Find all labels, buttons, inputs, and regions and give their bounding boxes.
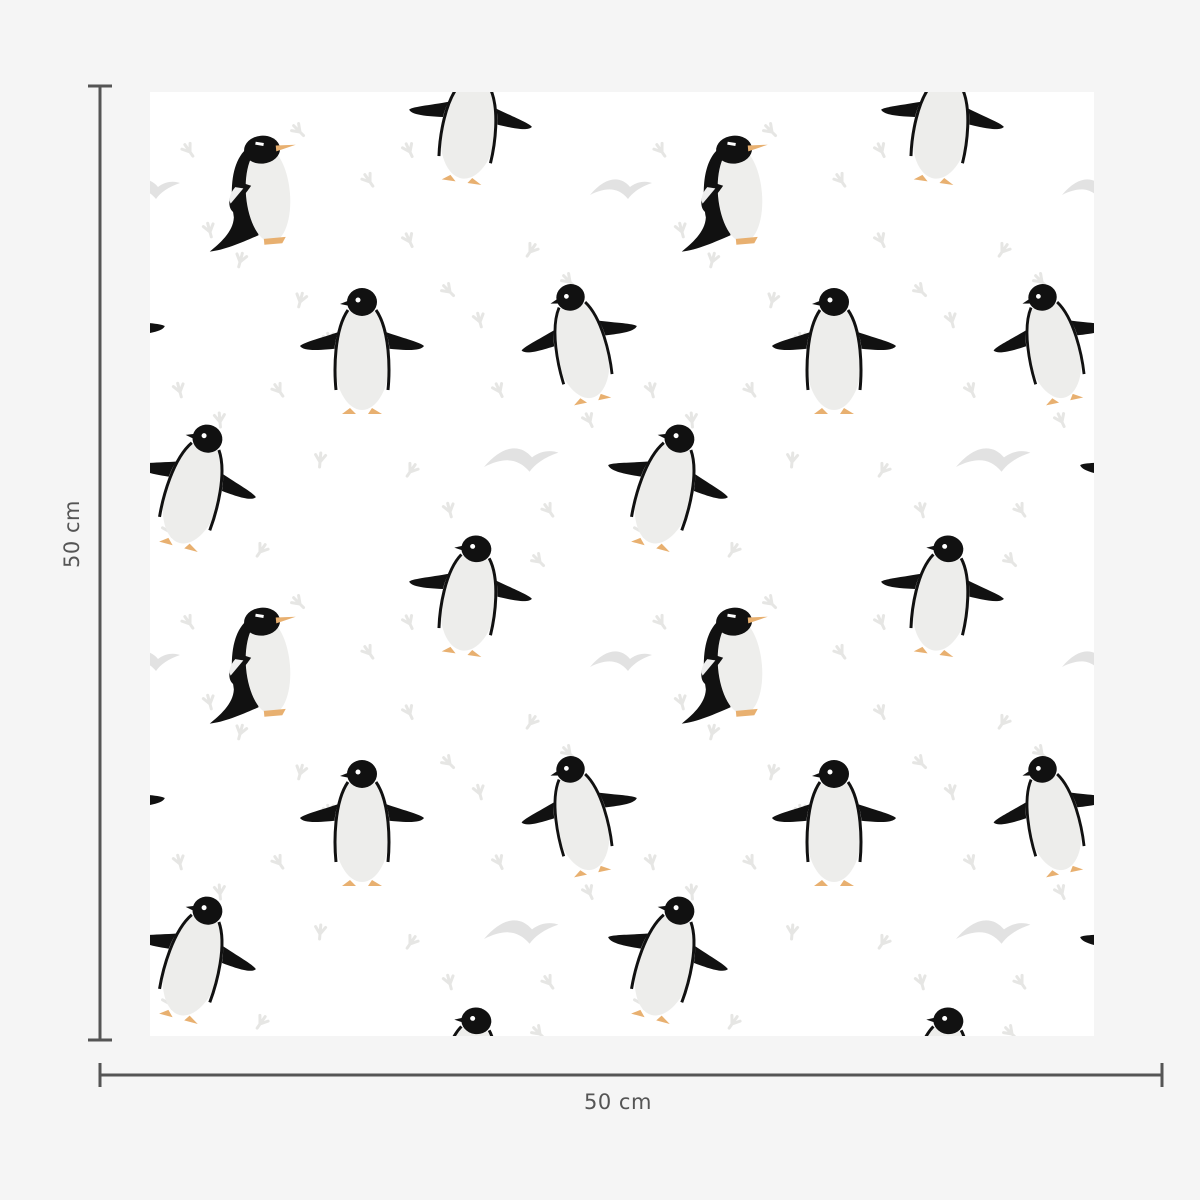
height-dimension-line [88, 84, 112, 1042]
width-label: 50 cm [584, 1090, 652, 1114]
height-label: 50 cm [60, 500, 84, 568]
width-dimension-line [98, 1063, 1164, 1087]
